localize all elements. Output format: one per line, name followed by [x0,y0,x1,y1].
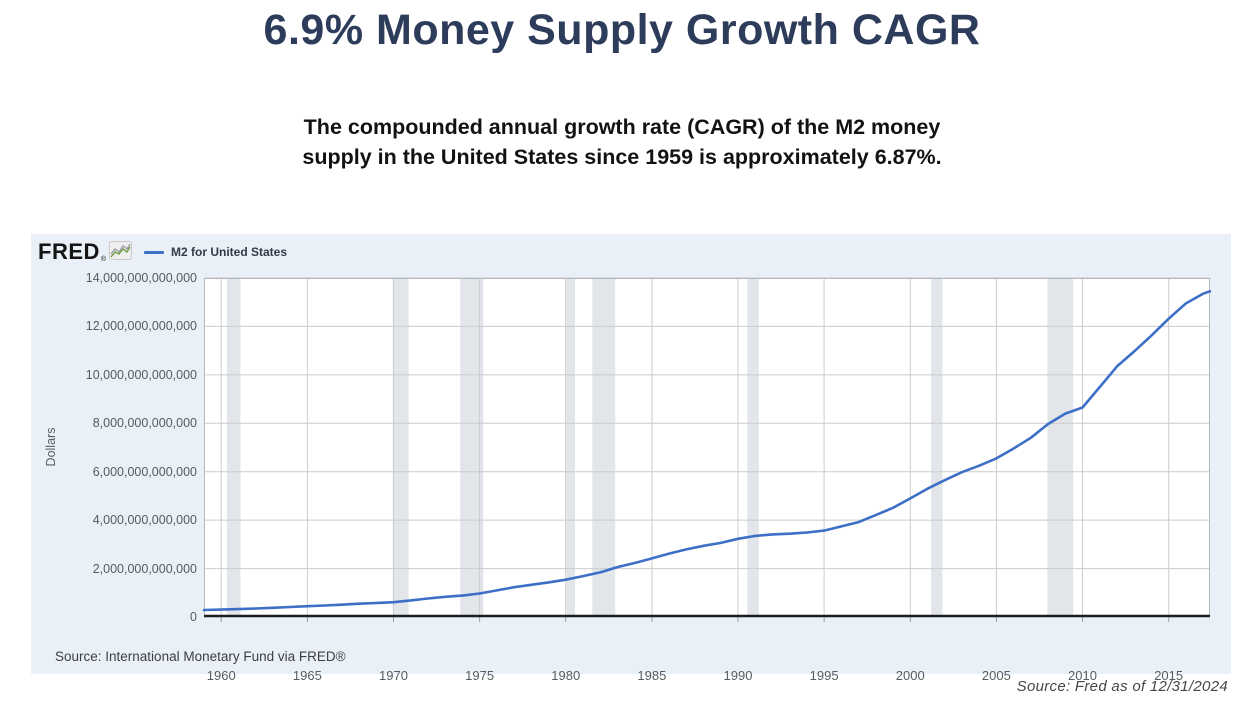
legend-line-swatch [144,250,164,254]
fred-logo-text: FRED [38,239,100,264]
x-tick-label: 1960 [206,668,236,683]
x-tick-label: 1995 [809,668,839,683]
y-axis-tick-labels: 0 2,000,000,000,000 4,000,000,000,000 6,000… [31,271,197,624]
recession-band [226,278,241,617]
recession-band [931,278,943,617]
y-tick-label: 10,000,000,000,000 [85,367,197,382]
fred-logo-chart-icon [109,241,133,265]
recession-band [566,278,575,617]
fred-logo[interactable]: FRED ® [38,239,133,265]
x-tick-label: 1985 [637,668,667,683]
x-tick-label: 2015 [1154,668,1184,683]
x-tick-label: 1975 [465,668,495,683]
x-tick-label: 2010 [1068,668,1097,683]
x-tick-label: 2000 [895,668,925,683]
recession-band [592,278,616,617]
recession-band [392,278,409,617]
y-tick-label: 12,000,000,000,000 [85,319,197,334]
footer-source: Source: Fred as of 12/31/2024 [1016,678,1228,695]
x-tick-label: 1965 [292,668,322,683]
x-axis-tick-labels: 1960 1965 1970 1975 1980 1985 1990 1995 2000 2005… [204,668,1210,688]
recession-band [1047,278,1074,617]
fred-registered-mark: ® [100,255,107,263]
page-title: 6.9% Money Supply Growth CAGR [263,6,981,54]
y-tick-label: 14,000,000,000,000 [85,271,197,285]
subtitle-line-1: The compounded annual growth rate (CAGR)… [303,115,941,139]
x-tick-label: 1970 [379,668,408,683]
x-tick-label: 1990 [723,668,753,683]
y-tick-label: 8,000,000,000,000 [92,416,197,431]
y-tick-label: 6,000,000,000,000 [92,464,197,479]
y-tick-label: 2,000,000,000,000 [92,561,197,576]
y-tick-label: 4,000,000,000,000 [92,513,197,528]
subtitle-line-2: supply in the United States since 1959 i… [302,145,942,169]
recession-band [747,278,759,617]
x-tick-label: 1980 [551,668,581,683]
m2-series-line [202,290,1212,612]
recession-band [460,278,484,617]
m2-chart [202,277,1212,622]
fred-chart-panel: FRED ® M2 for United States Dollars 0 2,00… [31,234,1231,683]
legend: M2 for United States [144,245,287,259]
x-tick-label: 2005 [981,668,1011,683]
y-tick-label: 0 [190,610,197,624]
chart-source-note: Source: International Monetary Fund via … [55,649,346,664]
plot-area [202,277,1212,622]
legend-series-label[interactable]: M2 for United States [171,245,288,259]
page-subtitle: The compounded annual growth rate (CAGR)… [0,112,1244,172]
